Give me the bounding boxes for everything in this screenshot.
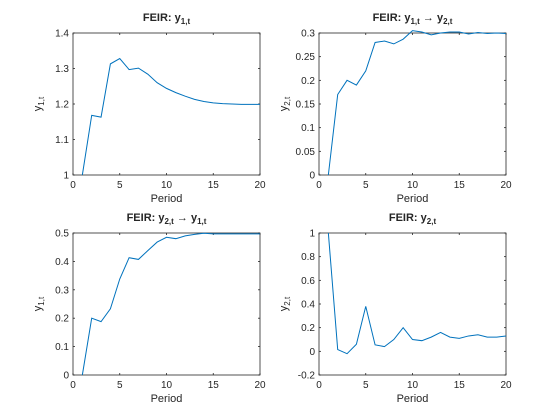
- chart-title-main: FEIR: y: [143, 12, 182, 24]
- y-tick-label: 1: [63, 171, 69, 182]
- axes-box: [318, 232, 507, 376]
- x-axis-label: Period: [397, 393, 429, 405]
- series-line: [327, 30, 507, 176]
- series-line: [327, 232, 507, 355]
- chart-title-main: FEIR: y: [389, 212, 428, 224]
- chart-title-subscript: 1,t: [410, 17, 420, 26]
- chart-title-tail-subscript: 1,t: [197, 217, 207, 226]
- y-axis-label: y2,t: [278, 296, 292, 311]
- y-tick-label: 0.2: [55, 314, 69, 325]
- y-tick-label: 0.5: [55, 229, 69, 240]
- x-tick-label: 15: [208, 380, 220, 391]
- y-tick-label: 0.6: [301, 276, 315, 287]
- y-tick-label: 1: [309, 229, 315, 240]
- series-line: [81, 232, 260, 376]
- x-tick-label: 5: [117, 180, 123, 191]
- x-axis-label: Period: [151, 393, 183, 405]
- y-axis-label: y1,t: [32, 96, 46, 111]
- y-tick-label: 0.1: [301, 123, 315, 134]
- y-tick-label: 0: [63, 371, 69, 382]
- title-arrow: →: [420, 12, 437, 24]
- x-tick-label: 0: [316, 180, 322, 191]
- y-tick-label: 0.3: [301, 29, 315, 40]
- y-tick-label: 0: [309, 347, 315, 358]
- x-tick-label: 20: [500, 180, 512, 191]
- x-tick-label: 20: [254, 380, 266, 391]
- y-tick-label: 0: [309, 171, 315, 182]
- chart-title-main: FEIR: y: [127, 212, 166, 224]
- chart-title: FEIR: y1,t: [143, 12, 191, 26]
- chart-title-main: FEIR: y: [373, 12, 412, 24]
- x-axis-label: Period: [397, 193, 429, 205]
- chart-title-tail: y: [437, 12, 444, 24]
- y-tick-label: 0.4: [55, 257, 69, 268]
- chart-title: FEIR: y2,t: [389, 212, 437, 226]
- chart-title-subscript: 2,t: [427, 217, 437, 226]
- x-tick-label: 20: [500, 380, 512, 391]
- y-tick-label: -0.2: [298, 371, 316, 382]
- y-tick-label: 0.4: [301, 300, 315, 311]
- x-tick-label: 5: [363, 380, 369, 391]
- y-tick-label: 0.3: [55, 285, 69, 296]
- y-tick-label: 0.8: [301, 252, 315, 263]
- x-tick-label: 5: [363, 180, 369, 191]
- y-axis-label-main: y: [278, 105, 290, 111]
- panel-feir-y2-to-y1: 0 5 10 15 2000.10.20.30.40.5Periody1,tFEIR: …: [32, 212, 266, 405]
- y-axis-label-main: y: [32, 105, 44, 111]
- x-tick-label: 10: [161, 180, 173, 191]
- x-tick-label: 10: [407, 380, 419, 391]
- y-tick-label: 0.25: [296, 52, 316, 63]
- panel-feir-y1-to-y2: 0 5 10 15 2000.050.10.150.20.250.3Periody2,t…: [278, 12, 512, 205]
- y-tick-label: 1.3: [55, 64, 69, 75]
- y-tick-label: 0.2: [301, 76, 315, 87]
- y-axis-label-subscript: 2,t: [283, 296, 292, 306]
- x-tick-label: 0: [70, 180, 76, 191]
- x-tick-label: 15: [208, 180, 220, 191]
- y-tick-label: 0.1: [55, 342, 69, 353]
- axes-box: [318, 32, 507, 176]
- x-tick-label: 0: [70, 380, 76, 391]
- x-tick-label: 10: [161, 380, 173, 391]
- y-axis-label-main: y: [278, 305, 290, 311]
- y-tick-label: 1.1: [55, 135, 69, 146]
- y-axis-label-main: y: [32, 305, 44, 311]
- chart-title-subscript: 2,t: [164, 217, 174, 226]
- x-tick-label: 10: [407, 180, 419, 191]
- chart-title-tail-subscript: 2,t: [443, 17, 453, 26]
- y-axis-label: y2,t: [278, 96, 292, 111]
- title-arrow: →: [174, 212, 191, 224]
- y-tick-label: 1.2: [55, 100, 69, 111]
- y-axis-label-subscript: 1,t: [37, 296, 46, 306]
- x-tick-label: 5: [117, 380, 123, 391]
- y-tick-label: 1.4: [55, 29, 69, 40]
- x-tick-label: 15: [454, 380, 466, 391]
- series-line: [81, 57, 260, 176]
- axes-box: [72, 232, 261, 376]
- panel-feir-y2: 0 5 10 15 20-0.200.20.40.60.81Periody2,tFEIR…: [278, 212, 512, 405]
- y-tick-label: 0.15: [296, 100, 316, 111]
- y-tick-label: 0.2: [301, 323, 315, 334]
- x-tick-label: 20: [254, 180, 266, 191]
- x-tick-label: 0: [316, 380, 322, 391]
- y-axis-label-subscript: 1,t: [37, 96, 46, 106]
- chart-title: FEIR: y2,t → y1,t: [127, 212, 207, 226]
- x-tick-label: 15: [454, 180, 466, 191]
- chart-title-subscript: 1,t: [181, 17, 191, 26]
- y-axis-label-subscript: 2,t: [283, 96, 292, 106]
- x-axis-label: Period: [151, 193, 183, 205]
- y-axis-label: y1,t: [32, 296, 46, 311]
- chart-title-tail: y: [191, 212, 198, 224]
- chart-title: FEIR: y1,t → y2,t: [373, 12, 453, 26]
- y-tick-label: 0.05: [296, 147, 316, 158]
